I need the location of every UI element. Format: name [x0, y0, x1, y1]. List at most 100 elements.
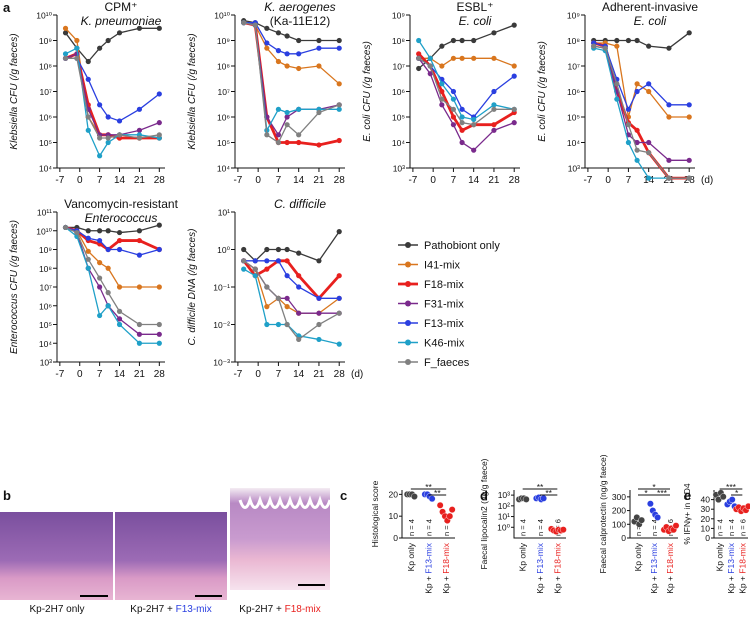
data-point — [275, 48, 282, 54]
data-point — [136, 127, 143, 133]
x-tick-label: Kp only — [406, 542, 416, 571]
x-tick-label: Kp + F18-mix — [737, 542, 747, 594]
significance-label: *** — [726, 482, 737, 492]
y-tick-label: 10⁴ — [392, 138, 405, 148]
data-point — [241, 246, 247, 253]
x-tick-label: 21 — [134, 369, 146, 380]
y-tick-label: 10⁹ — [39, 36, 52, 46]
label-part: Kp + — [441, 574, 451, 594]
data-point — [471, 147, 477, 153]
x-tick-label: 28 — [334, 369, 346, 380]
series-line — [65, 226, 160, 326]
y-tick-label: 10⁶ — [567, 87, 580, 97]
data-point — [614, 96, 620, 102]
data-point — [646, 88, 652, 95]
data-point — [459, 55, 465, 61]
data-point — [625, 139, 632, 146]
data-point — [97, 237, 103, 244]
data-point — [241, 258, 247, 264]
data-point — [85, 228, 91, 234]
data-point — [156, 91, 162, 97]
data-point — [427, 71, 433, 77]
series-line — [418, 40, 515, 121]
data-point — [666, 45, 672, 51]
label-part: F13-mix — [726, 542, 736, 573]
y-tick-label: 10⁸ — [39, 264, 52, 274]
data-point — [264, 284, 270, 290]
data-point — [136, 284, 143, 290]
n-label: n = 4 — [519, 519, 528, 536]
data-point — [316, 109, 322, 116]
x-tick-label: Kp + F18-mix — [552, 542, 562, 594]
data-point — [448, 506, 456, 514]
chart-title: C. difficile — [274, 197, 326, 211]
data-point — [686, 175, 692, 181]
data-point — [744, 502, 750, 510]
y-tick-label: 10⁶ — [217, 113, 230, 123]
label-part: Kp + — [552, 574, 562, 594]
y-tick-label: 10⁷ — [39, 87, 52, 97]
data-point — [450, 37, 457, 44]
data-point — [136, 135, 143, 141]
data-point — [471, 122, 477, 128]
data-point — [439, 96, 445, 102]
data-point — [646, 139, 652, 146]
data-point — [459, 37, 465, 44]
data-point — [728, 496, 736, 503]
y-tick-label: 10⁴ — [39, 339, 52, 349]
data-point — [296, 132, 302, 138]
x-tick-label: 28 — [509, 175, 521, 186]
data-point — [511, 22, 517, 28]
y-tick-label: 10³ — [498, 490, 510, 500]
x-tick-label: 0 — [255, 175, 261, 186]
data-point — [336, 137, 342, 144]
data-point — [284, 63, 290, 69]
x-axis-label: (d) — [701, 175, 713, 186]
legend-marker — [405, 359, 411, 365]
chart-title: ESBL⁺ — [456, 0, 493, 14]
y-tick-label: 10⁵ — [39, 138, 52, 148]
x-tick-label: -7 — [233, 175, 242, 186]
x-tick-label: 0 — [605, 175, 611, 186]
data-point — [264, 266, 270, 272]
x-tick-label: 7 — [451, 175, 457, 186]
y-tick-label: 100 — [612, 519, 626, 529]
data-point — [336, 81, 342, 87]
label-part: F13-mix — [424, 542, 434, 573]
data-point — [275, 295, 282, 301]
x-tick-label: 21 — [313, 175, 325, 186]
data-point — [316, 336, 322, 343]
y-tick-label: 10⁹ — [39, 245, 52, 255]
y-tick-label: 10² — [498, 501, 510, 511]
y-tick-label: 0 — [621, 533, 626, 543]
data-point — [471, 37, 477, 44]
y-tick-label: 10⁴ — [39, 164, 52, 174]
data-point — [591, 43, 597, 49]
data-point — [116, 229, 123, 236]
axis — [234, 15, 345, 169]
y-tick-label: 10³ — [393, 164, 405, 174]
data-point — [156, 321, 162, 328]
x-tick-label: 14 — [114, 369, 126, 380]
data-point — [646, 150, 652, 156]
chart-title: K. aerogenes — [264, 0, 335, 14]
y-tick-label: 10⁵ — [217, 138, 230, 148]
y-axis-label: Klebsiella CFU (/g faeces) — [187, 33, 198, 149]
label-part: Kp + — [737, 574, 747, 594]
y-tick-label: 10⁶ — [39, 113, 52, 123]
y-tick-label: 10⁹ — [392, 11, 405, 21]
data-point — [275, 132, 282, 138]
chart-title: CPM⁺ — [105, 0, 138, 14]
histology-image — [115, 512, 227, 600]
label-part: Kp + — [424, 574, 434, 594]
data-point — [428, 495, 436, 503]
caption-part: Kp-2H7 + — [130, 604, 175, 615]
data-point — [97, 102, 103, 108]
y-axis-label: Klebsiella CFU (/g faeces) — [9, 33, 20, 149]
data-point — [625, 37, 632, 44]
data-point — [416, 37, 422, 44]
data-point — [284, 51, 290, 57]
data-point — [336, 37, 342, 44]
data-point — [646, 81, 652, 87]
data-point — [97, 45, 103, 51]
